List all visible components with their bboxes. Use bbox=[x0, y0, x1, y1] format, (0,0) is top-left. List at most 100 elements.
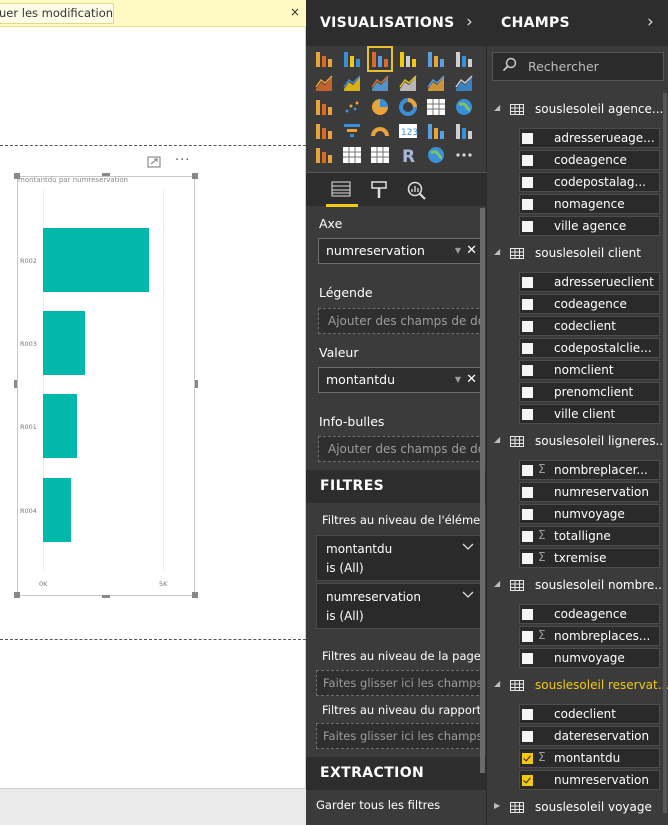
field-row[interactable]: numvoyage bbox=[519, 648, 660, 668]
field-row[interactable]: codepostalag... bbox=[519, 172, 660, 192]
multirow-card-icon[interactable] bbox=[426, 121, 446, 141]
field-row[interactable]: codeagence bbox=[519, 150, 660, 170]
map-icon[interactable] bbox=[454, 97, 474, 117]
scatter-icon[interactable] bbox=[342, 97, 362, 117]
field-checkbox[interactable] bbox=[522, 343, 533, 354]
remove-field-icon[interactable]: ✕ bbox=[466, 372, 477, 387]
bar-r003[interactable] bbox=[43, 311, 85, 375]
field-checkbox[interactable] bbox=[522, 653, 533, 664]
100-bar-icon[interactable] bbox=[426, 49, 446, 69]
filtres-page-well[interactable]: Faites glisser ici les champs... bbox=[316, 670, 484, 696]
treemap-icon[interactable] bbox=[426, 97, 446, 117]
pie-chart-icon[interactable] bbox=[370, 97, 390, 117]
field-checkbox[interactable] bbox=[522, 221, 533, 232]
field-checkbox[interactable] bbox=[522, 409, 533, 420]
field-row[interactable]: numreservation bbox=[519, 482, 660, 502]
resize-handle[interactable] bbox=[102, 173, 110, 176]
field-checkbox[interactable] bbox=[522, 387, 533, 398]
format-paint-icon[interactable] bbox=[368, 180, 390, 200]
field-checkbox[interactable] bbox=[522, 299, 533, 310]
expand-arrow-icon[interactable]: ◢ bbox=[494, 579, 501, 588]
field-row[interactable]: ville client bbox=[519, 404, 660, 424]
slicer-icon[interactable] bbox=[314, 145, 334, 165]
donut-chart-icon[interactable] bbox=[398, 97, 418, 117]
field-checkbox[interactable] bbox=[522, 277, 533, 288]
field-row[interactable]: prenomclient bbox=[519, 382, 660, 402]
clustered-column-icon[interactable] bbox=[398, 49, 418, 69]
collapse-visualisations-icon[interactable]: › bbox=[466, 12, 473, 32]
table-row[interactable]: ◢ souslesoleil reservat... bbox=[487, 676, 668, 696]
axe-well[interactable]: numreservation ▼ ✕ bbox=[318, 238, 484, 264]
field-checkbox[interactable] bbox=[522, 177, 533, 188]
field-row[interactable]: nomclient bbox=[519, 360, 660, 380]
field-checkbox[interactable] bbox=[522, 631, 533, 642]
filter-card-numreservation[interactable]: numreservation is (All) bbox=[316, 583, 484, 629]
field-row[interactable]: adresserueclient bbox=[519, 272, 660, 292]
resize-handle[interactable] bbox=[102, 595, 110, 598]
table-icon[interactable] bbox=[342, 145, 362, 165]
table-row[interactable]: ▶ souslesoleil voyage bbox=[487, 798, 668, 818]
collapse-champs-icon[interactable]: › bbox=[647, 12, 654, 32]
100-column-icon[interactable] bbox=[454, 49, 474, 69]
expand-arrow-icon[interactable]: ◢ bbox=[494, 435, 501, 444]
field-checkbox[interactable] bbox=[522, 133, 533, 144]
area-chart-icon[interactable] bbox=[342, 73, 362, 93]
field-checkbox[interactable] bbox=[522, 709, 533, 720]
expand-arrow-icon[interactable]: ◢ bbox=[494, 679, 501, 688]
stacked-column-icon[interactable] bbox=[342, 49, 362, 69]
bar-r004[interactable] bbox=[43, 478, 71, 542]
r-visual-icon[interactable]: R bbox=[398, 145, 418, 167]
field-row[interactable]: codeclient bbox=[519, 316, 660, 336]
dropdown-arrow-icon[interactable]: ▼ bbox=[454, 375, 461, 384]
infobulles-well[interactable]: Ajouter des champs de don... bbox=[318, 436, 484, 462]
table-row[interactable]: ◢ souslesoleil ligneres... bbox=[487, 432, 668, 452]
field-row[interactable]: adresserueage... bbox=[519, 128, 660, 148]
globe-icon[interactable] bbox=[426, 145, 446, 165]
field-checkbox[interactable] bbox=[522, 487, 533, 498]
field-checkbox[interactable] bbox=[522, 465, 533, 476]
more-visuals-icon[interactable] bbox=[454, 145, 474, 165]
legende-well[interactable]: Ajouter des champs de don... bbox=[318, 308, 484, 334]
field-row[interactable]: numvoyage bbox=[519, 504, 660, 524]
chevron-down-icon[interactable] bbox=[462, 586, 474, 605]
focus-mode-icon[interactable] bbox=[147, 156, 161, 168]
resize-handle[interactable] bbox=[14, 173, 20, 179]
ribbon-chart-icon[interactable] bbox=[454, 73, 474, 93]
field-checkbox[interactable] bbox=[522, 775, 533, 786]
filled-map-icon[interactable] bbox=[314, 121, 334, 141]
champs-scrollbar[interactable] bbox=[663, 93, 667, 813]
matrix-icon[interactable] bbox=[370, 145, 390, 165]
stacked-bar-icon[interactable] bbox=[314, 49, 334, 69]
bar-r001[interactable] bbox=[43, 394, 77, 458]
filtres-rapport-well[interactable]: Faites glisser ici les champs... bbox=[316, 723, 484, 749]
more-options-icon[interactable]: ··· bbox=[175, 153, 191, 168]
waterfall-icon[interactable] bbox=[314, 97, 334, 117]
field-checkbox[interactable] bbox=[522, 531, 533, 542]
expand-arrow-icon[interactable]: ◢ bbox=[494, 247, 501, 256]
search-input[interactable]: Rechercher bbox=[492, 52, 664, 81]
field-row[interactable]: datereservation bbox=[519, 726, 660, 746]
field-row[interactable]: nomagence bbox=[519, 194, 660, 214]
line-column-icon[interactable] bbox=[398, 73, 418, 93]
card-icon[interactable]: 123 bbox=[398, 121, 418, 141]
bar-r002[interactable] bbox=[43, 228, 149, 292]
field-checkbox[interactable] bbox=[522, 199, 533, 210]
analytics-icon[interactable] bbox=[406, 180, 428, 200]
field-checkbox[interactable] bbox=[522, 321, 533, 332]
field-row[interactable]: codepostalclie... bbox=[519, 338, 660, 358]
field-checkbox[interactable] bbox=[522, 609, 533, 620]
field-checkbox[interactable] bbox=[522, 365, 533, 376]
field-checkbox[interactable] bbox=[522, 155, 533, 166]
field-row[interactable]: ville agence bbox=[519, 216, 660, 236]
gauge-icon[interactable] bbox=[370, 121, 390, 141]
funnel-icon[interactable] bbox=[342, 121, 362, 141]
field-checkbox[interactable] bbox=[522, 553, 533, 564]
chevron-down-icon[interactable] bbox=[462, 538, 474, 557]
field-row[interactable]: codeclient bbox=[519, 704, 660, 724]
table-row[interactable]: ◢ souslesoleil client bbox=[487, 244, 668, 264]
